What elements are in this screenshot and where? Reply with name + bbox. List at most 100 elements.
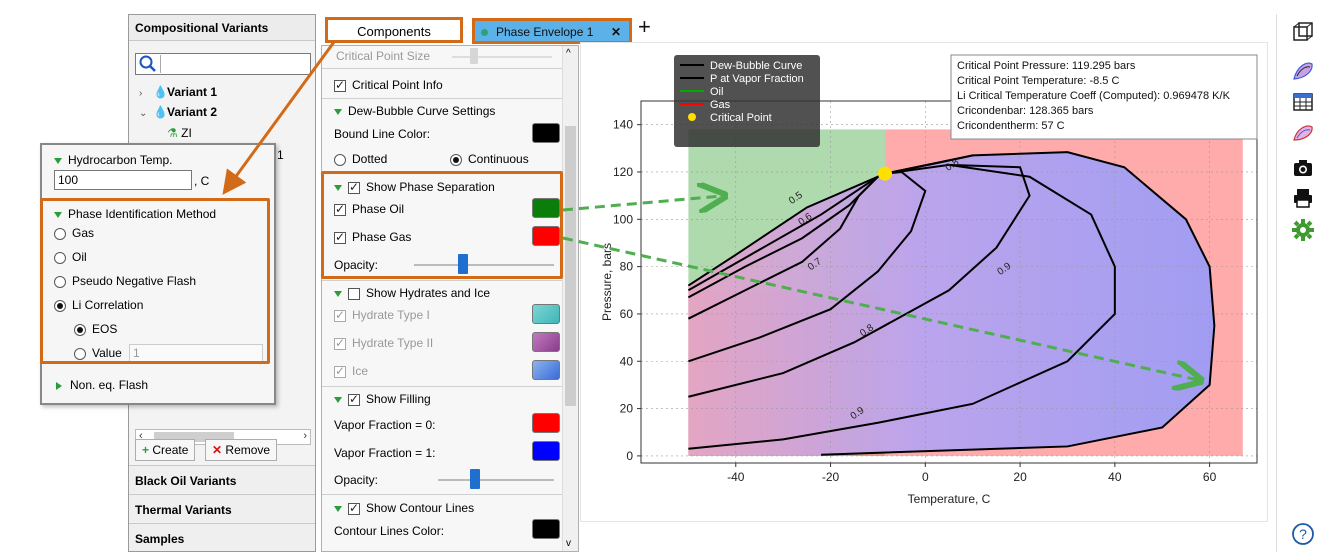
checkbox-checked[interactable] [334, 202, 346, 216]
camera-icon[interactable] [1291, 156, 1315, 180]
radio-button[interactable] [74, 347, 86, 360]
panel-title[interactable]: Compositional Variants [129, 15, 315, 41]
accordion-samples[interactable]: Samples [129, 523, 315, 551]
sub-option-eos[interactable]: EOS [74, 322, 117, 336]
filling-opacity-knob[interactable] [470, 469, 480, 489]
radio-button[interactable] [54, 275, 66, 288]
option-continuous[interactable]: Continuous [450, 152, 529, 166]
remove-button[interactable]: ✕ Remove [205, 439, 278, 461]
expand-down-icon [334, 505, 342, 512]
radio-button-selected[interactable] [450, 153, 462, 166]
hydrocarbon-temp-header[interactable]: Hydrocarbon Temp. [54, 153, 173, 167]
opacity-label: Opacity: [334, 258, 379, 272]
dew-bubble-header[interactable]: Dew-Bubble Curve Settings [334, 104, 495, 118]
option-li-correlation[interactable]: Li Correlation [54, 298, 143, 312]
option-dotted[interactable]: Dotted [334, 152, 387, 166]
critical-point-info-toggle[interactable]: Critical Point Info [334, 78, 443, 92]
ice-color-swatch[interactable] [532, 360, 560, 380]
vertical-scrollbar[interactable]: ^ v [562, 46, 578, 551]
hydrate-type-2-toggle[interactable]: Hydrate Type II [334, 336, 433, 350]
tree-item-zi[interactable]: ⚗ ZI [167, 126, 192, 140]
critical-point-size-knob[interactable] [470, 48, 478, 64]
checkbox-disabled[interactable] [334, 336, 346, 350]
checkbox-checked[interactable] [334, 230, 346, 244]
ice-toggle[interactable]: Ice [334, 364, 368, 378]
radio-button[interactable] [54, 227, 66, 240]
bound-line-color-swatch[interactable] [532, 123, 560, 143]
phase-envelope-icon[interactable] [1291, 58, 1315, 82]
phase-method-header[interactable]: Phase Identification Method [54, 207, 216, 221]
add-tab-button[interactable]: + [638, 14, 651, 39]
phase-envelope-plot[interactable]: 0.9 0.9 0.8 0.7 0.6 0.5 0.8 -40 -20 0 20 40 60 0 20 40 6… [580, 42, 1268, 522]
plot-frame [640, 100, 1258, 464]
option-oil[interactable]: Oil [54, 250, 87, 264]
checkbox-checked[interactable] [348, 501, 360, 515]
filling-opacity-slider[interactable] [438, 479, 554, 481]
tab-phase-envelope-1[interactable]: Phase Envelope 1 ✕ [472, 18, 632, 44]
show-filling-header[interactable]: Show Filling [334, 392, 431, 406]
checkbox-disabled[interactable] [334, 308, 346, 322]
expand-down-icon [334, 108, 342, 115]
scroll-down-icon[interactable]: v [566, 538, 571, 549]
table-icon[interactable] [1291, 90, 1315, 114]
checkbox-checked[interactable] [348, 392, 360, 406]
radio-button-selected[interactable] [74, 323, 86, 336]
scroll-right-icon[interactable]: › [303, 430, 307, 442]
phase-oil-toggle[interactable]: Phase Oil [334, 202, 404, 216]
show-hydrates-header[interactable]: Show Hydrates and Ice [334, 286, 490, 300]
create-button[interactable]: + Create [135, 439, 196, 461]
opacity-slider[interactable] [414, 264, 554, 266]
non-eq-flash-header[interactable]: Non. eq. Flash [56, 378, 148, 392]
compositional-variants-panel: Compositional Variants › 💧Variant 1 ⌄ 💧Var… [128, 14, 316, 552]
scroll-thumb[interactable] [154, 432, 234, 442]
printer-icon[interactable] [1291, 186, 1315, 210]
divider [322, 386, 562, 387]
checkbox-disabled[interactable] [334, 364, 346, 378]
accordion-thermal[interactable]: Thermal Variants [129, 494, 315, 522]
show-phase-separation-header[interactable]: Show Phase Separation [334, 180, 495, 194]
phase-oil-color-swatch[interactable] [532, 198, 560, 218]
phase-gas-color-swatch[interactable] [532, 226, 560, 246]
chevron-down-icon[interactable]: ⌄ [139, 108, 148, 119]
checkbox-unchecked[interactable] [348, 287, 360, 300]
radio-button[interactable] [54, 251, 66, 264]
tree-item-variant-1[interactable]: › 💧Variant 1 [139, 85, 218, 99]
vf0-color-swatch[interactable] [532, 413, 560, 433]
legend-box [674, 55, 820, 147]
vf1-color-swatch[interactable] [532, 441, 560, 461]
phase-gas-toggle[interactable]: Phase Gas [334, 230, 411, 244]
drop-icon: 💧 [153, 105, 168, 119]
hydrate-2-color-swatch[interactable] [532, 332, 560, 352]
scroll-thumb[interactable] [565, 126, 576, 406]
checkbox-checked[interactable] [334, 78, 346, 92]
3d-cube-icon[interactable] [1291, 20, 1315, 44]
hydrate-1-color-swatch[interactable] [532, 304, 560, 324]
accordion-black-oil[interactable]: Black Oil Variants [129, 465, 315, 493]
radio-button[interactable] [334, 153, 346, 166]
show-contour-header[interactable]: Show Contour Lines [334, 501, 474, 515]
status-dot-icon [481, 29, 488, 37]
tab-components[interactable]: Components [325, 17, 463, 43]
contour-color-swatch[interactable] [532, 519, 560, 539]
tree-item-variant-2[interactable]: ⌄ 💧Variant 2 [139, 105, 218, 119]
close-tab-icon[interactable]: ✕ [610, 25, 621, 39]
settings-gear-icon[interactable] [1291, 218, 1315, 242]
scroll-up-icon[interactable]: ^ [566, 48, 571, 59]
scroll-left-icon[interactable]: ‹ [139, 430, 143, 442]
checkbox-checked[interactable] [348, 180, 360, 194]
option-gas[interactable]: Gas [54, 226, 94, 240]
hydrocarbon-temp-input[interactable]: 100 [54, 170, 192, 190]
hydrate-type-1-toggle[interactable]: Hydrate Type I [334, 308, 430, 322]
chevron-right-icon[interactable]: › [139, 88, 143, 99]
contour-icon[interactable] [1291, 120, 1315, 144]
critical-point-size-slider[interactable] [452, 56, 552, 58]
sub-option-value[interactable]: Value [74, 346, 122, 360]
search-input[interactable] [160, 55, 309, 73]
option-pseudo-negative-flash[interactable]: Pseudo Negative Flash [54, 274, 196, 288]
search-box[interactable] [135, 53, 311, 75]
opacity-slider-knob[interactable] [458, 254, 468, 274]
temp-unit: , C [194, 174, 210, 188]
help-icon[interactable]: ? [1291, 522, 1315, 546]
x-tick-label: 20 [1013, 470, 1027, 484]
radio-button-selected[interactable] [54, 299, 66, 312]
